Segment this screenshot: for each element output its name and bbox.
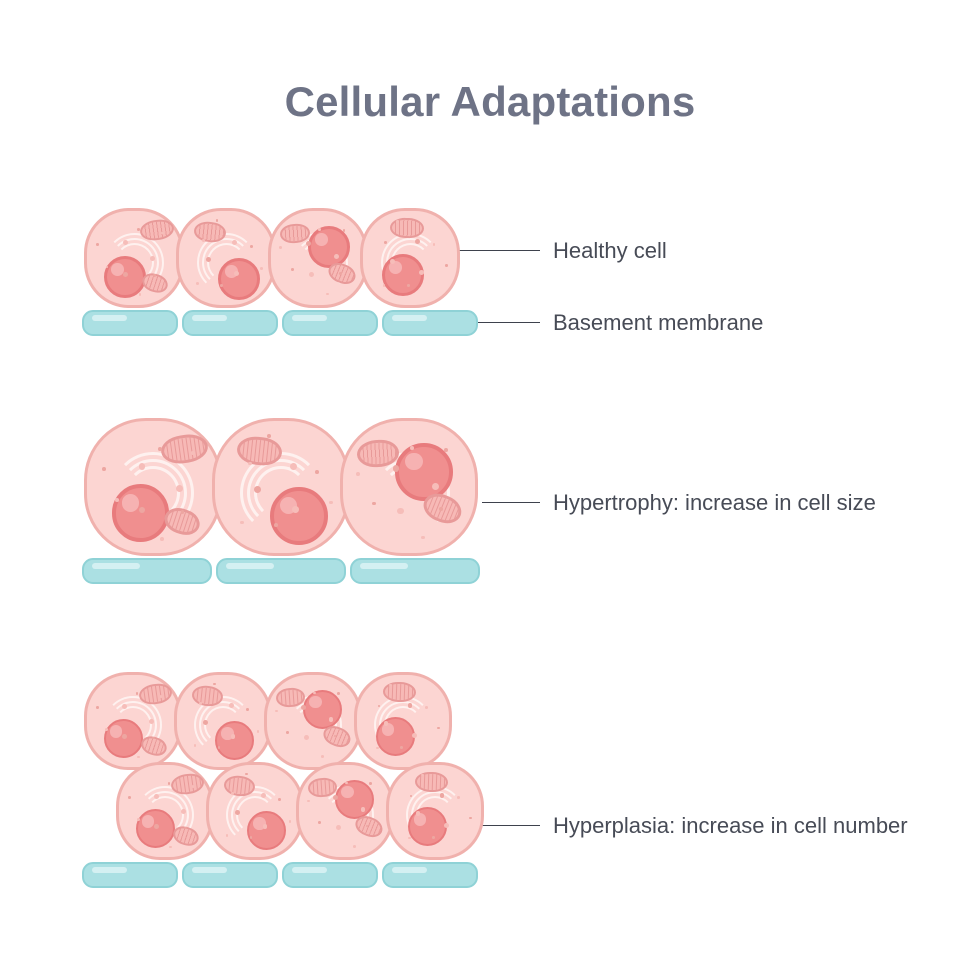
callout-hyperplasia: [477, 825, 540, 826]
membrane-hyperplasia: [82, 862, 478, 888]
cell: [84, 672, 182, 770]
nucleus: [376, 717, 415, 756]
membrane-segment: [182, 310, 278, 336]
membrane-segment: [182, 862, 278, 888]
nucleus: [270, 487, 328, 545]
label-hyperplasia: Hyperplasia: increase in cell number: [553, 813, 908, 839]
cell: [340, 418, 478, 556]
membrane-segment: [82, 310, 178, 336]
cell: [176, 208, 276, 308]
membrane-segment: [216, 558, 346, 584]
nucleus: [308, 226, 350, 268]
membrane-segment: [282, 310, 378, 336]
mitochondrion: [390, 217, 425, 238]
nucleus: [112, 484, 170, 542]
cell: [354, 672, 452, 770]
page-title: Cellular Adaptations: [0, 78, 980, 126]
callout-hypertrophy: [482, 502, 540, 503]
cell: [296, 762, 394, 860]
cell: [386, 762, 484, 860]
cell: [264, 672, 362, 770]
cell-row-hyperplasia-bottom: [116, 762, 484, 860]
nucleus: [104, 256, 146, 298]
membrane-segment: [282, 862, 378, 888]
cell: [174, 672, 272, 770]
cell: [84, 418, 222, 556]
cell: [360, 208, 460, 308]
cell: [116, 762, 214, 860]
nucleus: [408, 807, 447, 846]
nucleus: [335, 780, 374, 819]
membrane-segment: [382, 310, 478, 336]
label-basement-membrane: Basement membrane: [553, 310, 763, 336]
membrane-segment: [82, 558, 212, 584]
membrane-segment: [350, 558, 480, 584]
cell: [212, 418, 350, 556]
label-hypertrophy: Hypertrophy: increase in cell size: [553, 490, 876, 516]
cell: [84, 208, 184, 308]
nucleus: [382, 254, 424, 296]
membrane-hypertrophy: [82, 558, 480, 584]
cell: [268, 208, 368, 308]
cell-row-hyperplasia-top: [84, 672, 452, 770]
nucleus: [303, 690, 342, 729]
diagram-canvas: Cellular Adaptations Healthy cell Baseme…: [0, 0, 980, 980]
label-healthy-cell: Healthy cell: [553, 238, 667, 264]
cell-row-healthy: [84, 208, 460, 308]
membrane-healthy: [82, 310, 478, 336]
nucleus: [218, 258, 260, 300]
membrane-segment: [82, 862, 178, 888]
cell-row-hypertrophy: [84, 418, 478, 556]
membrane-segment: [382, 862, 478, 888]
cell: [206, 762, 304, 860]
